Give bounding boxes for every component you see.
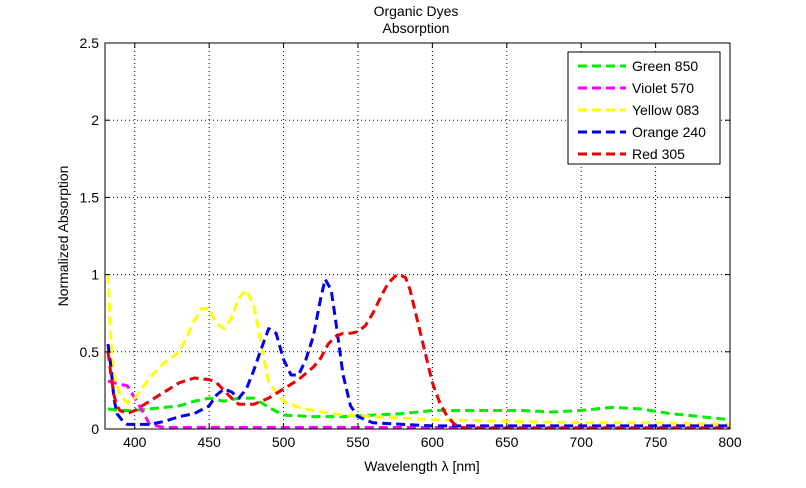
x-tick-label: 400 [123,434,147,450]
chart-title: Organic Dyes [374,3,459,19]
y-tick-label: 1.5 [80,189,100,205]
x-tick-label: 550 [346,434,370,450]
x-tick-label: 750 [644,434,668,450]
series-line-green-850 [107,396,730,422]
series-line-yellow-083 [106,274,730,426]
x-tick-label: 450 [197,434,221,450]
y-tick-label: 2.5 [80,35,100,51]
x-tick-label: 700 [570,434,594,450]
y-tick-label: 0.5 [80,344,100,360]
y-tick-label: 0 [91,421,99,437]
y-axis-label: Normalized Absorption [55,166,71,307]
tick-layer: 400 450 500 550 600 650 700 750 800 0 0.5 1 1.5 2 2.5 [80,35,742,450]
x-tick-label: 500 [272,434,296,450]
x-axis-label: Wavelength λ [nm] [364,458,479,474]
legend-label-yellow-083: Yellow 083 [632,102,699,118]
series-line-violet-570 [107,379,730,429]
y-tick-label: 2 [91,112,99,128]
legend-label-red-305: Red 305 [632,146,685,162]
plot-area-border [104,42,731,430]
x-tick-label: 600 [421,434,445,450]
legend-label-green-850: Green 850 [632,58,698,74]
legend-label-violet-570: Violet 570 [632,80,694,96]
grid-layer [105,43,730,429]
series-line-red-305 [106,273,730,429]
y-tick-label: 1 [91,267,99,283]
legend-label-orange-240: Orange 240 [632,124,706,140]
legend: Green 850 Violet 570 Yellow 083 Orange 240 R… [567,51,721,165]
chart-subtitle: Absorption [383,20,450,36]
x-tick-label: 650 [495,434,519,450]
x-tick-label: 800 [718,434,742,450]
legend-box [567,51,721,165]
